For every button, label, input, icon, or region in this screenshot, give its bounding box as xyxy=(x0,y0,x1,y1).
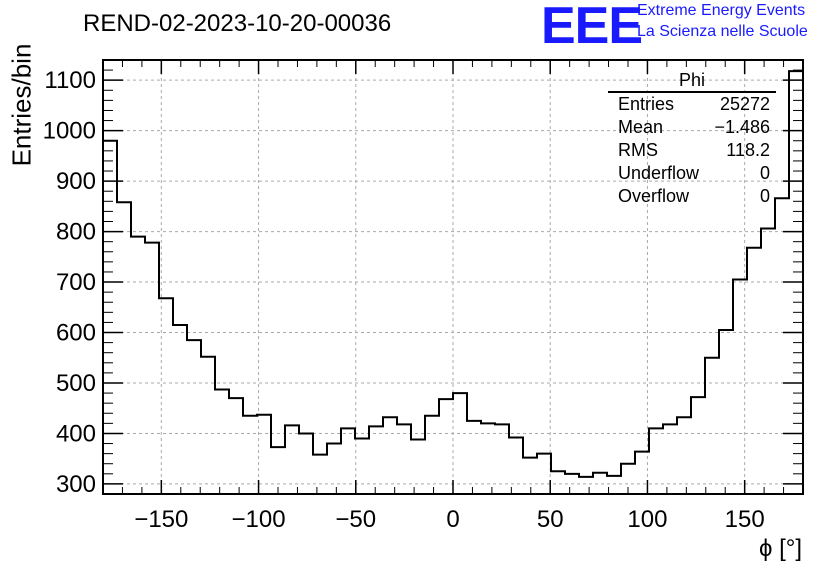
y-tick-label: 900 xyxy=(56,168,96,195)
stats-row: Underflow 0 xyxy=(608,162,776,185)
y-tick-label: 1100 xyxy=(44,67,96,94)
axis-ticks xyxy=(102,59,804,494)
stats-value: 0 xyxy=(759,163,770,183)
y-axis-label: Entries/bin xyxy=(6,43,37,167)
stats-value: 25272 xyxy=(719,94,770,114)
stats-value: 0 xyxy=(759,186,770,206)
y-tick-label: 800 xyxy=(56,219,96,246)
chart-title: REND-02-2023-10-20-00036 xyxy=(83,10,392,37)
x-tick-label: −150 xyxy=(134,506,188,533)
y-tick-label: 300 xyxy=(56,471,96,498)
x-tick-label: 150 xyxy=(725,506,765,533)
grid-lines xyxy=(103,60,803,494)
stats-row: RMS 118.2 xyxy=(608,139,776,162)
stats-value: −1.486 xyxy=(714,117,770,137)
histogram-line xyxy=(103,70,803,478)
x-tick-label: 50 xyxy=(537,506,564,533)
eee-logo-mark: EEE xyxy=(541,0,643,55)
stats-box: Phi Entries 25272 Mean −1.486 RMS 118.2 … xyxy=(608,70,776,208)
x-tick-labels: −150 −100 −50 0 50 100 150 xyxy=(134,506,764,533)
logo-subtitle-line2: La Scienza nelle Scuole xyxy=(637,23,808,40)
x-tick-label: −50 xyxy=(335,506,376,533)
stats-label: Entries xyxy=(618,94,675,114)
stats-label: RMS xyxy=(618,140,658,160)
stats-title: Phi xyxy=(608,70,776,93)
y-tick-label: 600 xyxy=(56,320,96,347)
stats-label: Mean xyxy=(618,117,664,137)
y-tick-label: 400 xyxy=(56,420,96,447)
x-tick-label: 100 xyxy=(627,506,667,533)
stats-row: Mean −1.486 xyxy=(608,116,776,139)
y-tick-labels: 300 400 500 600 700 800 900 1000 1100 xyxy=(43,67,96,498)
stats-row: Entries 25272 xyxy=(608,93,776,116)
y-tick-label: 500 xyxy=(56,370,96,397)
stats-value: 118.2 xyxy=(726,140,770,160)
y-tick-label: 1000 xyxy=(43,118,96,145)
stats-row: Overflow 0 xyxy=(608,185,776,208)
logo-subtitle-line1: Extreme Energy Events xyxy=(637,2,806,19)
y-tick-label: 700 xyxy=(56,269,96,296)
x-tick-label: 0 xyxy=(446,506,459,533)
x-tick-label: −100 xyxy=(232,506,286,533)
stats-label: Overflow xyxy=(618,186,690,206)
x-axis-label: ϕ [°] xyxy=(758,535,802,562)
stats-label: Underflow xyxy=(618,163,700,183)
